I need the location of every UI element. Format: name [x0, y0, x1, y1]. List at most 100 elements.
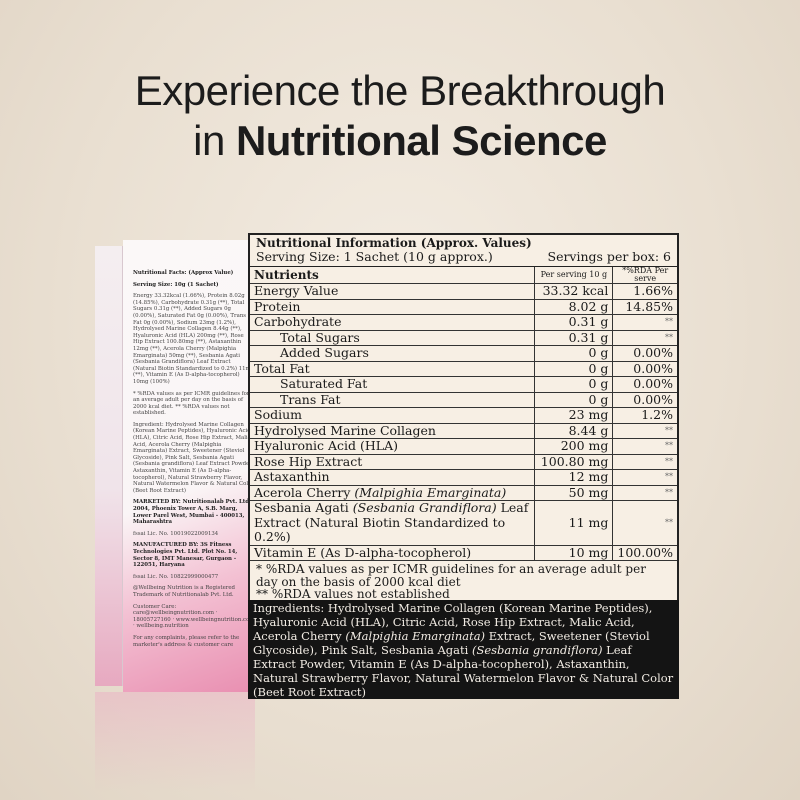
nutrient-value: 11 mg — [534, 500, 613, 546]
table-row: Vitamin E (As D-alpha-tocopherol) 10 mg 10… — [250, 545, 677, 561]
nutrient-name: Energy Value — [250, 283, 535, 300]
box-label-text: MARKETED BY: Nutritionalab Pvt. Ltd., 20… — [133, 499, 253, 526]
nutrient-value: 0.31 g — [534, 314, 613, 331]
nutrient-value: 0 g — [534, 392, 613, 408]
nutrient-name: Sesbania Agati (Sesbania Grandiflora) Le… — [250, 500, 535, 546]
box-label-text: Customer Care: care@wellbeingnutrition.c… — [133, 603, 255, 630]
serving-info: Serving Size: 1 Sachet (10 g approx.) Se… — [250, 250, 677, 267]
nutrient-name: Saturated Fat — [250, 376, 535, 393]
nutrient-rda: ** — [612, 330, 677, 346]
headline-line-1: Experience the Breakthrough — [134, 67, 666, 114]
nutrient-name: Carbohydrate — [250, 314, 535, 331]
nutrient-name: Trans Fat — [250, 392, 535, 408]
nutrient-value: 8.02 g — [534, 299, 613, 315]
nutrient-rda: 0.00% — [612, 392, 677, 408]
panel-title: Nutritional Information (Approx. Values) — [256, 236, 532, 250]
nutrient-name: Sodium — [250, 407, 535, 424]
table-row: Energy Value 33.32 kcal 1.66% — [250, 283, 677, 300]
nutrient-rda: 100.00% — [612, 545, 677, 561]
box-label-text: fssai Lic. No. 10019022009134 — [133, 530, 219, 537]
nutrient-value: 8.44 g — [534, 423, 613, 439]
product-box: Nutritional Facts: (Approx Value) Serving… — [95, 240, 255, 692]
nutrient-value: 0 g — [534, 376, 613, 393]
box-label-text: @Wellbeing Nutrition is a Registered Tra… — [133, 585, 236, 598]
nutrient-value: 50 mg — [534, 485, 613, 501]
headline-prefix: in — [193, 117, 236, 164]
header-nutrients: Nutrients — [250, 267, 535, 284]
table-row: Protein 8.02 g 14.85% — [250, 299, 677, 315]
servings-per-box: Servings per box: 6 — [547, 249, 672, 264]
box-label-text: * %RDA values as per ICMR guidelines for… — [133, 390, 250, 417]
nutrient-rda: 0.00% — [612, 345, 677, 362]
nutrient-rda: ** — [612, 454, 677, 470]
table-row: Acerola Cherry (Malpighia Emarginata) 50 … — [250, 485, 677, 501]
nutrient-name: Acerola Cherry (Malpighia Emarginata) — [250, 485, 535, 501]
footnote-rda: * %RDA values as per ICMR guidelines for… — [256, 562, 646, 589]
ingredients-italic: (Sesbania grandiflora) — [471, 643, 603, 657]
nutrient-name: Added Sugars — [250, 345, 535, 362]
table-row: Total Sugars 0.31 g ** — [250, 330, 677, 346]
box-front-label: Nutritional Facts: (Approx Value) Serving… — [123, 240, 255, 692]
box-label-text: fssai Lic. No. 10822999000477 — [133, 573, 219, 580]
table-row: Astaxanthin 12 mg ** — [250, 469, 677, 486]
nutrient-value: 33.32 kcal — [534, 283, 613, 300]
ingredients-text: Extract, Sweetener (Steviol Glycoside), … — [253, 629, 650, 657]
table-row: Sodium 23 mg 1.2% — [250, 407, 677, 424]
footnote-not-established: ** %RDA values not established — [256, 587, 450, 601]
ingredients-text: Ingredients: Hydrolysed Marine Collagen … — [253, 601, 653, 643]
nutrient-rda: ** — [612, 500, 677, 546]
serving-size: Serving Size: 1 Sachet (10 g approx.) — [256, 249, 493, 264]
nutrient-name: Hydrolysed Marine Collagen — [250, 423, 535, 439]
nutrient-rda: ** — [612, 314, 677, 331]
nutrient-rda: 14.85% — [612, 299, 677, 315]
nutrient-value: 0.31 g — [534, 330, 613, 346]
headline: Experience the Breakthrough in Nutrition… — [0, 66, 800, 166]
headline-line-2: in Nutritional Science — [0, 116, 800, 166]
ingredients-text: Leaf Extract Powder, Vitamin E (As D-alp… — [253, 643, 674, 699]
nutrient-name: Total Sugars — [250, 330, 535, 346]
nutrient-rda: 1.2% — [612, 407, 677, 424]
table-row: Total Fat 0 g 0.00% — [250, 361, 677, 377]
table-row: Added Sugars 0 g 0.00% — [250, 345, 677, 362]
nutrient-value: 200 mg — [534, 438, 613, 455]
box-reflection — [95, 692, 255, 792]
nutrient-rda: 1.66% — [612, 283, 677, 300]
nutrient-name: Astaxanthin — [250, 469, 535, 486]
box-label-text: Energy 33.32kcal (1.66%), Protein 8.02g … — [133, 293, 255, 385]
table-row: Saturated Fat 0 g 0.00% — [250, 376, 677, 393]
nutrient-name: Vitamin E (As D-alpha-tocopherol) — [250, 545, 535, 561]
nutrition-panel: Nutritional Information (Approx. Values)… — [248, 233, 679, 699]
box-label-text: Nutritional Facts: (Approx Value) — [133, 270, 234, 276]
table-row: Carbohydrate 0.31 g ** — [250, 314, 677, 331]
nutrient-rda: 0.00% — [612, 361, 677, 377]
nutrient-name: Protein — [250, 299, 535, 315]
box-label-text: MANUFACTURED BY: 3S Fitness Technologies… — [133, 542, 238, 569]
table-header: Nutrients Per serving 10 g *%RDA Per ser… — [250, 267, 677, 284]
table-row: Sesbania Agati (Sesbania Grandiflora) Le… — [250, 500, 677, 546]
nutrient-rda: ** — [612, 469, 677, 486]
nutrition-table: Nutrients Per serving 10 g *%RDA Per ser… — [250, 267, 677, 561]
nutrient-value: 100.80 mg — [534, 454, 613, 470]
box-label-text: Serving Size: 10g (1 Sachet) — [133, 281, 219, 288]
table-row: Hydrolysed Marine Collagen 8.44 g ** — [250, 423, 677, 439]
header-per-serving: Per serving 10 g — [534, 267, 613, 284]
table-row: Rose Hip Extract 100.80 mg ** — [250, 454, 677, 470]
box-label-text: For any complaints, please refer to the … — [133, 634, 240, 648]
nutrient-name: Hyaluronic Acid (HLA) — [250, 438, 535, 455]
box-side — [95, 246, 123, 686]
nutrient-value: 23 mg — [534, 407, 613, 424]
table-row: Hyaluronic Acid (HLA) 200 mg ** — [250, 438, 677, 455]
table-row: Trans Fat 0 g 0.00% — [250, 392, 677, 408]
nutrient-rda: ** — [612, 438, 677, 455]
nutrient-value: 12 mg — [534, 469, 613, 486]
ingredients-italic: (Malpighia Emarginata) — [345, 629, 486, 643]
nutrient-value: 10 mg — [534, 545, 613, 561]
nutrient-rda: 0.00% — [612, 376, 677, 393]
nutrient-name: Total Fat — [250, 361, 535, 377]
ingredients-block: Ingredients: Hydrolysed Marine Collagen … — [248, 600, 679, 699]
headline-bold: Nutritional Science — [235, 117, 607, 164]
nutrient-rda: ** — [612, 485, 677, 501]
nutrient-rda: ** — [612, 423, 677, 439]
nutrient-value: 0 g — [534, 345, 613, 362]
nutrient-name: Rose Hip Extract — [250, 454, 535, 470]
